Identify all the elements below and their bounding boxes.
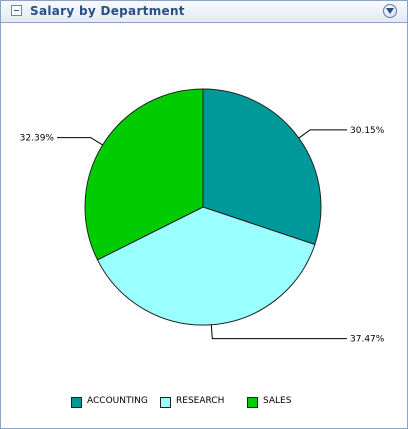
- legend-swatch: [160, 397, 171, 408]
- slice-percent-label: 32.39%: [20, 134, 55, 144]
- legend-swatch: [71, 397, 82, 408]
- pie-slice-research[interactable]: [96, 206, 316, 326]
- slice-leader-line: [210, 324, 347, 340]
- chevron-down-icon: [386, 8, 394, 14]
- pie-slice-accounting[interactable]: [202, 88, 322, 246]
- slice-percent-label: 37.47%: [350, 335, 385, 345]
- pie-chart: 30.15% 37.47% 32.39%: [20, 88, 385, 345]
- pie-slice-sales[interactable]: [84, 88, 204, 261]
- legend-label: RESEARCH: [176, 396, 225, 406]
- panel-menu-button[interactable]: [383, 4, 397, 18]
- legend-label: SALES: [263, 396, 292, 406]
- panel-header: Salary by Department: [1, 1, 407, 23]
- legend-label: ACCOUNTING: [87, 396, 148, 406]
- chart-legend: ACCOUNTING RESEARCH SALES: [1, 396, 407, 410]
- slice-leader-line: [298, 129, 347, 139]
- slice-percent-label: 30.15%: [350, 126, 385, 136]
- legend-swatch: [247, 397, 258, 408]
- collapse-icon[interactable]: [11, 5, 22, 16]
- slice-leader-line: [57, 137, 103, 146]
- panel-title: Salary by Department: [30, 4, 185, 18]
